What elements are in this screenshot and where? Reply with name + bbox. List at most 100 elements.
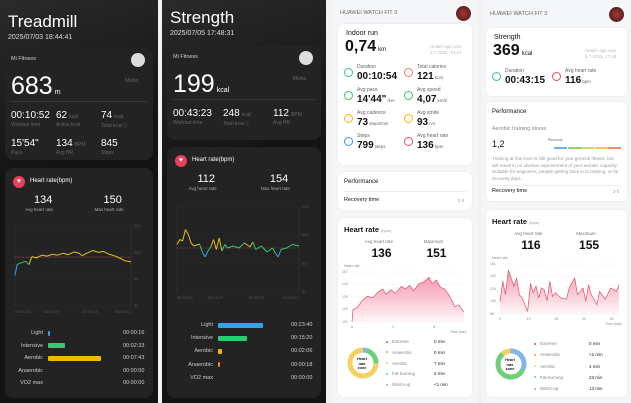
stat-number: 845 [101, 138, 118, 149]
user-name: Misho [293, 76, 307, 82]
zone-duration: 7 min [434, 360, 446, 366]
max-heart-rate: 150 [103, 194, 122, 206]
x-tick-label: 0 [499, 317, 501, 321]
heart-rate-line-segment [215, 237, 220, 250]
max-heart-rate-label: Max heart rate [260, 186, 290, 191]
avatar [299, 51, 313, 65]
zone-duration: 00:23:40 [291, 322, 313, 328]
metric-number: 136 [417, 140, 434, 151]
zone-dot [386, 372, 388, 375]
stat-value: 62 kcal [56, 110, 78, 121]
heart-rate-zone-donut [495, 348, 527, 380]
zone-dot [534, 376, 536, 379]
metric-unit: bpm [434, 144, 444, 149]
zone-duration: 00:00:00 [123, 367, 145, 374]
stat-value: 00:10:52 [11, 110, 52, 121]
heart-rate-line-segment [210, 239, 215, 248]
y-tick-label: 30 [134, 303, 139, 308]
heart-rate-chart [351, 271, 465, 323]
stat-label: Avg HR [56, 150, 74, 156]
x-tick-label: 00:28:00 [248, 295, 264, 300]
heart-rate-line-segment [108, 253, 115, 257]
strength-panel-mi: Strength 2025/07/05 17:48:31 Mi Fitness Mis… [162, 0, 326, 403]
heart-rate-line-segment [252, 241, 257, 250]
user-name: Misho [125, 78, 139, 84]
heart-rate-line-segment [14, 264, 18, 276]
max-heart-rate-label: Max heart rate [94, 207, 124, 212]
divider [344, 191, 466, 192]
metric-number: 799 [357, 140, 374, 151]
donut-center-label: Heart rate zone [357, 357, 367, 370]
zone-name: Light [201, 322, 213, 328]
metric-label: Duration [357, 64, 376, 70]
zone-bar [48, 343, 66, 348]
stat-label: Avg HR [273, 120, 291, 126]
metric-label: Avg stride [417, 110, 440, 116]
heart-rate-line-segment [286, 244, 293, 249]
donut-segment [347, 347, 379, 379]
heart-rate-line-segment [114, 255, 120, 259]
avatar [456, 6, 471, 21]
zone-dot [534, 365, 536, 368]
heart-rate-line-segment [81, 252, 88, 257]
zone-name: Aerobic [24, 355, 43, 361]
treadmill-panel: Treadmill 2025/07/03 18:44:41 Mi Fitness Mi… [0, 0, 158, 403]
heart-rate-title: Heart rate(bpm) [492, 217, 539, 226]
x-tick-label: 00:07:14 [82, 309, 98, 314]
heart-rate-line-segment [238, 242, 245, 249]
heart-rate-unit: (bpm) [529, 220, 540, 225]
stat-value: 112 BPM [273, 108, 302, 119]
metric-value: 14'44"/km [357, 94, 395, 105]
footsteps-icon [344, 114, 353, 123]
stress-scale-segment [594, 147, 608, 149]
zone-duration: 4 min [589, 363, 601, 369]
y-tick-label: 124 [490, 286, 496, 291]
avatar [131, 53, 145, 67]
avg-heart-rate: 134 [34, 194, 53, 206]
x-tick-label: 00:00:00 [15, 309, 31, 314]
main-value: 369 kcal [493, 42, 532, 60]
heart-rate-line-segment [292, 244, 300, 247]
x-tick-label: 00:43:23 [283, 295, 299, 300]
avg-heart-rate-label: Avg heart rate [188, 186, 217, 191]
x-axis-label: Time (min) [450, 330, 467, 334]
donut-segment [501, 348, 511, 356]
heart-rate-icon [552, 72, 561, 81]
heart-rate-heading: Heart rate [344, 225, 380, 234]
heart-rate-line-segment [277, 249, 282, 258]
stat-label: Total kcal ⓘ [101, 123, 129, 129]
heart-rate-line-segment [218, 237, 223, 252]
stat-label: Active kcal [56, 122, 80, 128]
metric-number: 116 [565, 75, 582, 86]
heart-rate-card: ♥ Heart rate(bpm) 134 Avg heart rate 150 Max … [5, 168, 153, 398]
page-title: Treadmill [8, 12, 78, 31]
y-tick-label: 200 [302, 204, 309, 209]
stat-value: 248 kcal [223, 108, 251, 119]
donut-segment [510, 348, 527, 371]
y-tick-label: 150 [134, 249, 141, 255]
metric-number: 121 [417, 71, 434, 82]
x-tick-label: 0 [351, 325, 353, 329]
avg-heart-rate: 136 [371, 246, 392, 260]
gauge-icon [344, 91, 353, 100]
zone-bar [48, 330, 50, 336]
heart-rate-line-segment [57, 252, 64, 256]
heart-rate-line-segment [62, 252, 69, 256]
zone-name: Aerobic [540, 363, 556, 369]
zone-name: VO2 max [20, 380, 43, 386]
zone-name: Warm-up [392, 382, 411, 388]
metric-unit: bpm [582, 79, 591, 84]
x-tick-label: 00:03:37 [43, 309, 60, 314]
heart-rate-line-segment [21, 260, 26, 264]
zone-duration: 23 min [589, 374, 603, 380]
zone-dot [534, 353, 536, 356]
divider [173, 99, 315, 100]
main-unit: kcal [216, 87, 230, 94]
stress-scale-segment [608, 147, 621, 149]
metric-label: Avg heart rate [417, 133, 449, 139]
metric-unit: steps [374, 144, 386, 149]
metric-number: 4,07 [417, 94, 437, 105]
chart-y-label: Heart rate [492, 256, 508, 260]
heart-rate-line-segment [193, 243, 200, 247]
heart-rate-line-segment [92, 249, 99, 253]
